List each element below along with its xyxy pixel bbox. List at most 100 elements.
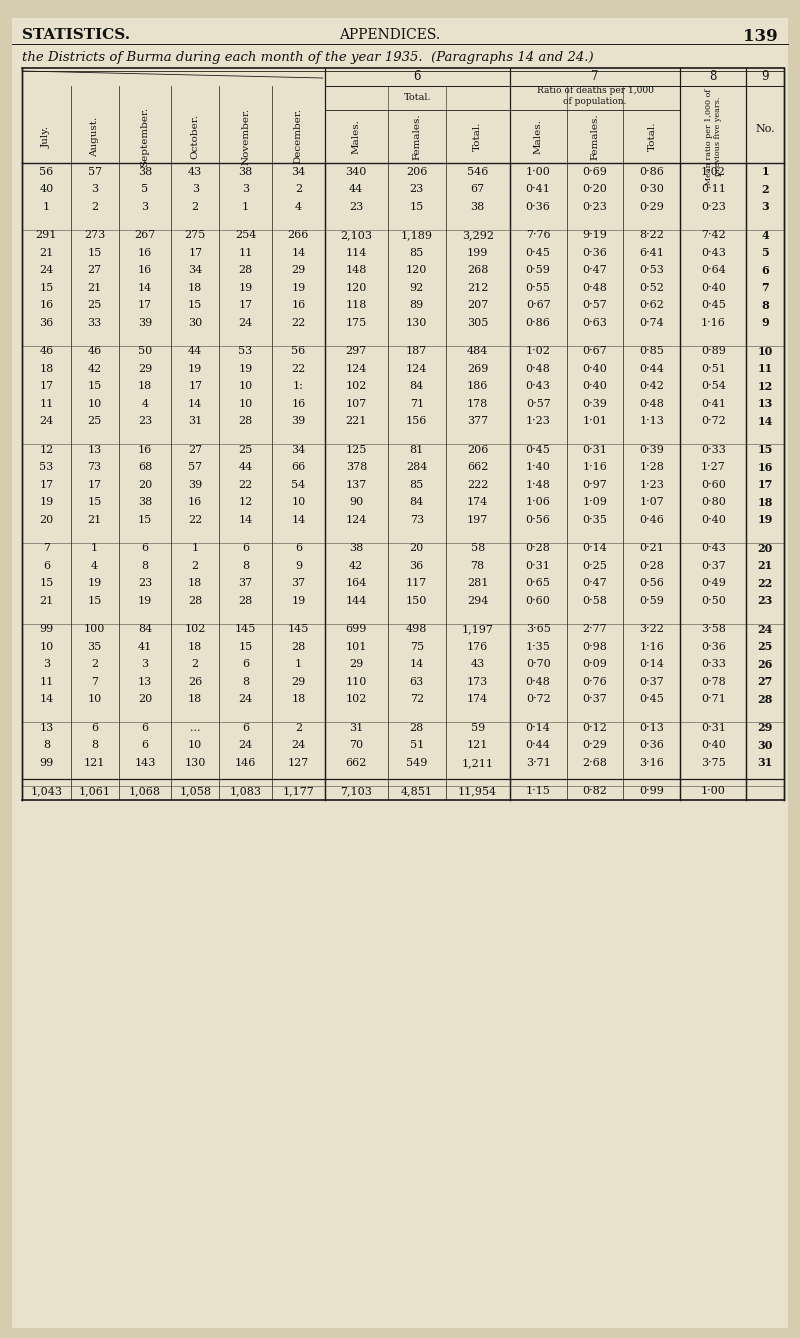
Text: 1·01: 1·01 (582, 416, 607, 427)
Text: 25: 25 (758, 641, 773, 652)
Text: 1: 1 (192, 543, 198, 553)
Text: 305: 305 (467, 317, 488, 328)
Text: 269: 269 (467, 364, 488, 373)
Text: 0·43: 0·43 (701, 543, 726, 553)
Text: 50: 50 (138, 347, 152, 356)
Text: 156: 156 (406, 416, 427, 427)
Text: 28: 28 (758, 693, 773, 705)
Text: 144: 144 (346, 595, 367, 606)
Text: 8: 8 (142, 561, 149, 571)
Text: 14: 14 (291, 248, 306, 258)
Text: 498: 498 (406, 625, 427, 634)
Text: 28: 28 (238, 265, 253, 276)
Text: 17: 17 (238, 300, 253, 310)
Text: 1,211: 1,211 (462, 757, 494, 768)
Text: 21: 21 (39, 595, 54, 606)
Text: 22: 22 (291, 317, 306, 328)
Text: 14: 14 (39, 694, 54, 704)
Text: 102: 102 (185, 625, 206, 634)
Text: 1: 1 (43, 202, 50, 211)
Text: Males.: Males. (352, 119, 361, 154)
Text: 22: 22 (188, 515, 202, 524)
Text: 6: 6 (242, 723, 249, 733)
Text: 15: 15 (87, 595, 102, 606)
Text: 0·54: 0·54 (701, 381, 726, 391)
Text: 10: 10 (758, 345, 773, 357)
Text: 15: 15 (87, 381, 102, 391)
Text: 212: 212 (467, 282, 488, 293)
Text: 0·59: 0·59 (526, 265, 550, 276)
Text: 0·33: 0·33 (701, 660, 726, 669)
Text: 139: 139 (743, 28, 778, 45)
Text: 0·31: 0·31 (701, 723, 726, 733)
Text: 20: 20 (758, 543, 773, 554)
Text: 3: 3 (142, 660, 149, 669)
Text: 25: 25 (87, 416, 102, 427)
Text: 38: 38 (470, 202, 485, 211)
Text: 36: 36 (410, 561, 424, 571)
Text: 68: 68 (138, 462, 152, 472)
Text: 273: 273 (84, 230, 106, 241)
Text: 8: 8 (242, 561, 249, 571)
Text: 16: 16 (188, 498, 202, 507)
Text: 17: 17 (188, 381, 202, 391)
Text: 0·14: 0·14 (582, 543, 607, 553)
Text: July.: July. (42, 126, 51, 147)
Text: 0·82: 0·82 (582, 787, 607, 796)
Text: 16: 16 (138, 444, 152, 455)
Text: 10: 10 (39, 642, 54, 652)
Text: 0·48: 0·48 (639, 399, 664, 408)
Text: 17: 17 (87, 480, 102, 490)
Text: 1: 1 (762, 166, 769, 177)
Text: 14: 14 (758, 416, 773, 427)
Text: 0·37: 0·37 (701, 561, 726, 571)
Text: 2: 2 (192, 202, 198, 211)
Text: 1·06: 1·06 (526, 498, 550, 507)
Text: ...: ... (190, 723, 201, 733)
Text: 0·71: 0·71 (701, 694, 726, 704)
Text: 10: 10 (87, 694, 102, 704)
Text: 18: 18 (188, 642, 202, 652)
Text: 0·41: 0·41 (526, 185, 550, 194)
Text: 84: 84 (410, 498, 424, 507)
Text: 3·75: 3·75 (701, 757, 726, 768)
Text: 7: 7 (43, 543, 50, 553)
Text: 1·16: 1·16 (582, 462, 607, 472)
Text: 0·78: 0·78 (701, 677, 726, 686)
Text: 15: 15 (87, 248, 102, 258)
Text: 0·12: 0·12 (582, 723, 607, 733)
Text: 1·00: 1·00 (701, 787, 726, 796)
Text: 24: 24 (238, 694, 253, 704)
Text: Total.: Total. (473, 122, 482, 151)
Text: 21: 21 (87, 515, 102, 524)
Text: 0·65: 0·65 (526, 578, 550, 589)
Text: 17: 17 (188, 248, 202, 258)
Text: 10: 10 (291, 498, 306, 507)
Text: 1·07: 1·07 (639, 498, 664, 507)
Text: 222: 222 (467, 480, 488, 490)
Text: 0·97: 0·97 (582, 480, 607, 490)
Text: 3,292: 3,292 (462, 230, 494, 241)
Text: 99: 99 (39, 625, 54, 634)
Text: 5: 5 (142, 185, 149, 194)
Text: 20: 20 (410, 543, 424, 553)
Text: 99: 99 (39, 757, 54, 768)
Text: 33: 33 (87, 317, 102, 328)
Text: 173: 173 (467, 677, 488, 686)
Text: 0·48: 0·48 (526, 677, 550, 686)
Text: 34: 34 (188, 265, 202, 276)
Text: 0·11: 0·11 (701, 185, 726, 194)
Text: November.: November. (241, 108, 250, 165)
Text: 1·16: 1·16 (639, 642, 664, 652)
Text: 11: 11 (238, 248, 253, 258)
Text: 38: 38 (349, 543, 363, 553)
Text: 7,103: 7,103 (340, 787, 372, 796)
Text: 9: 9 (762, 317, 769, 328)
Text: 1: 1 (294, 660, 302, 669)
Text: 1·15: 1·15 (526, 787, 550, 796)
Text: 5: 5 (762, 248, 769, 258)
Text: 145: 145 (235, 625, 256, 634)
Text: 1·02: 1·02 (526, 347, 550, 356)
Text: 0·50: 0·50 (701, 595, 726, 606)
Text: 127: 127 (288, 757, 309, 768)
